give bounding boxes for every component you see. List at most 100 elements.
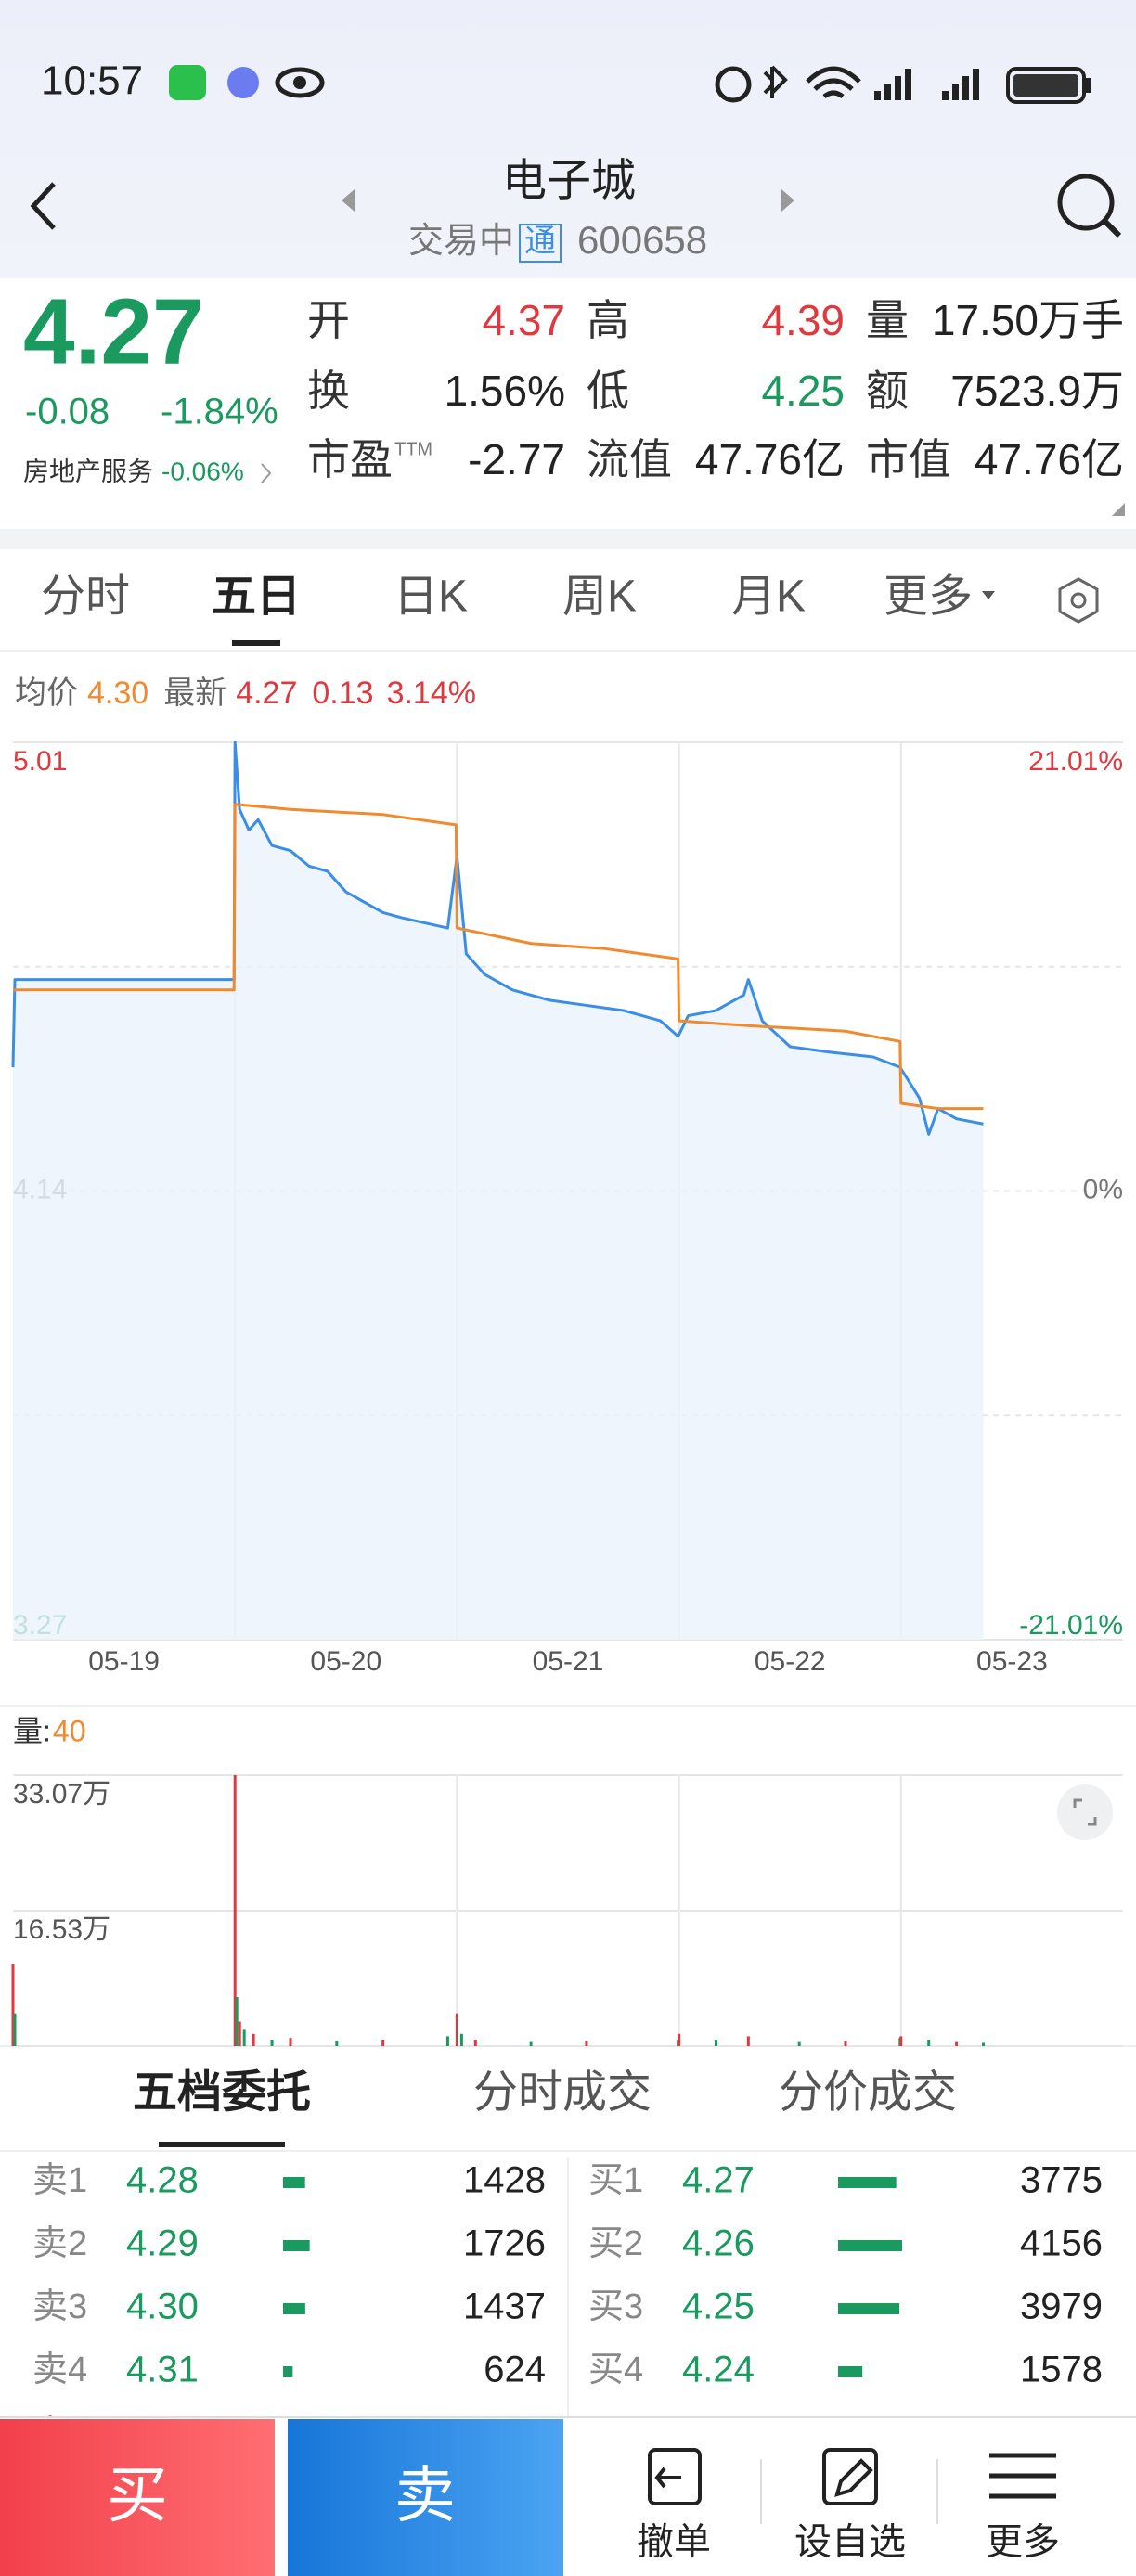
stat-label: 开: [307, 296, 350, 344]
volume-bar: [270, 2039, 274, 2046]
book-qty-bar: [838, 2177, 897, 2188]
stock-code: 600658: [577, 218, 707, 262]
x-tick-label: 05-19: [88, 1646, 160, 1677]
stat-label: 换: [307, 367, 350, 415]
book-tab[interactable]: 分价成交: [779, 2068, 957, 2118]
stat-value: -2.77: [468, 435, 565, 483]
cancel-icon[interactable]: [648, 2448, 702, 2505]
book-qty: 4156: [1020, 2223, 1103, 2264]
y-tick-label: 16.53万: [13, 1914, 110, 1945]
stat-label: 市值: [866, 435, 951, 483]
book-level: 买4: [588, 2351, 643, 2389]
active-book-tab-indicator: [159, 2142, 285, 2147]
book-level: 卖3: [32, 2287, 87, 2326]
settings-button[interactable]: [1058, 577, 1099, 624]
book-qty: 1578: [1020, 2350, 1103, 2390]
price-change: -0.08: [25, 392, 110, 432]
book-qty: 624: [484, 2350, 546, 2390]
price-line: [13, 803, 984, 1111]
buy-button[interactable]: [0, 2419, 275, 2576]
book-qty-bar: [838, 2240, 902, 2251]
stat-value: 7523.9万: [950, 367, 1124, 415]
stat-value: 47.76亿: [695, 435, 845, 483]
stat-label: 量: [866, 296, 909, 344]
book-price: 4.28: [126, 2160, 199, 2201]
next-stock[interactable]: [781, 189, 794, 212]
volume-bar: [445, 2036, 449, 2046]
buy-label[interactable]: 买: [107, 2460, 168, 2529]
prev-stock[interactable]: [342, 189, 355, 212]
quote-background: [0, 278, 1136, 529]
action-label[interactable]: 撤单: [637, 2522, 711, 2563]
more-caret: [982, 591, 995, 599]
volume-bar: [233, 1775, 237, 2046]
book-level: 买1: [588, 2161, 643, 2200]
volume-bar: [459, 2033, 463, 2046]
book-qty-bar: [283, 2366, 293, 2377]
search-button[interactable]: [1057, 174, 1122, 238]
sector-arrow[interactable]: [261, 463, 272, 483]
volume-bar: [927, 2039, 931, 2046]
stat-label: 额: [866, 367, 909, 415]
volume-bar: [746, 2036, 750, 2046]
action-label[interactable]: 设自选: [794, 2522, 906, 2563]
book-tab[interactable]: 五档委托: [133, 2068, 311, 2118]
chart-tab[interactable]: 分时: [41, 573, 130, 622]
book-qty-bar: [283, 2177, 305, 2188]
last-price: 4.27: [23, 279, 204, 383]
volume-bar: [982, 2042, 986, 2046]
volume-bar: [714, 2039, 717, 2046]
stat-value: 4.25: [761, 367, 845, 415]
volume-bar: [585, 2041, 588, 2046]
action-label[interactable]: 更多: [986, 2522, 1060, 2563]
x-tick-label: 05-23: [976, 1646, 1048, 1677]
chart-tab[interactable]: 日K: [394, 573, 468, 622]
book-price: 4.26: [682, 2223, 755, 2264]
book-level: 卖1: [32, 2161, 87, 2200]
book-level: 卖2: [32, 2224, 87, 2263]
stat-label: 低: [587, 367, 629, 415]
book-qty: 1437: [463, 2286, 546, 2327]
x-tick-label: 05-21: [533, 1646, 604, 1677]
chart-tab[interactable]: 月K: [731, 573, 806, 622]
volume-bar: [11, 1964, 15, 2046]
book-qty-bar: [283, 2240, 310, 2251]
legend-name: 均价: [15, 676, 78, 711]
stat-value: 1.56%: [445, 367, 565, 415]
legend-value: 4.30: [87, 676, 148, 711]
book-price: 4.24: [682, 2350, 755, 2390]
stock-name: 电子城: [502, 157, 636, 206]
settings-dot: [1070, 592, 1087, 609]
more-icon[interactable]: [989, 2453, 1056, 2499]
y2-tick-label: 0%: [1083, 1174, 1123, 1204]
trade-status: 交易中: [408, 222, 514, 261]
watch-icon[interactable]: [822, 2448, 878, 2505]
back-button[interactable]: [30, 182, 56, 230]
book-level: 买3: [588, 2287, 643, 2326]
chart-tab[interactable]: 五日: [212, 573, 301, 622]
expand-chart[interactable]: [1057, 1784, 1113, 1840]
book-qty-bar: [838, 2366, 863, 2377]
sector-name: 房地产服务: [23, 457, 153, 485]
book-price: 4.25: [682, 2286, 755, 2327]
book-price: 4.31: [126, 2350, 199, 2390]
book-qty-bar: [838, 2303, 900, 2314]
price-change-pct: -1.84%: [161, 392, 278, 432]
sell-button[interactable]: [288, 2419, 563, 2576]
book-price: 4.29: [126, 2223, 199, 2264]
expand-corner: [1112, 503, 1125, 516]
volume-bar: [844, 2041, 847, 2046]
sell-label[interactable]: 卖: [394, 2460, 456, 2529]
volume-bar: [335, 2041, 339, 2046]
y2-tick-label: 21.01%: [1028, 746, 1123, 777]
volume-bar: [289, 2038, 292, 2046]
y2-tick-label: -21.01%: [1019, 1610, 1123, 1641]
book-tab[interactable]: 分时成交: [473, 2068, 652, 2118]
chart-tab[interactable]: 周K: [562, 573, 637, 622]
chart-tab[interactable]: 更多: [884, 573, 973, 622]
book-price: 4.30: [126, 2286, 199, 2327]
legend-value: 4.27: [236, 676, 297, 711]
stat-value: 4.39: [761, 296, 845, 344]
x-tick-label: 05-20: [310, 1646, 381, 1677]
